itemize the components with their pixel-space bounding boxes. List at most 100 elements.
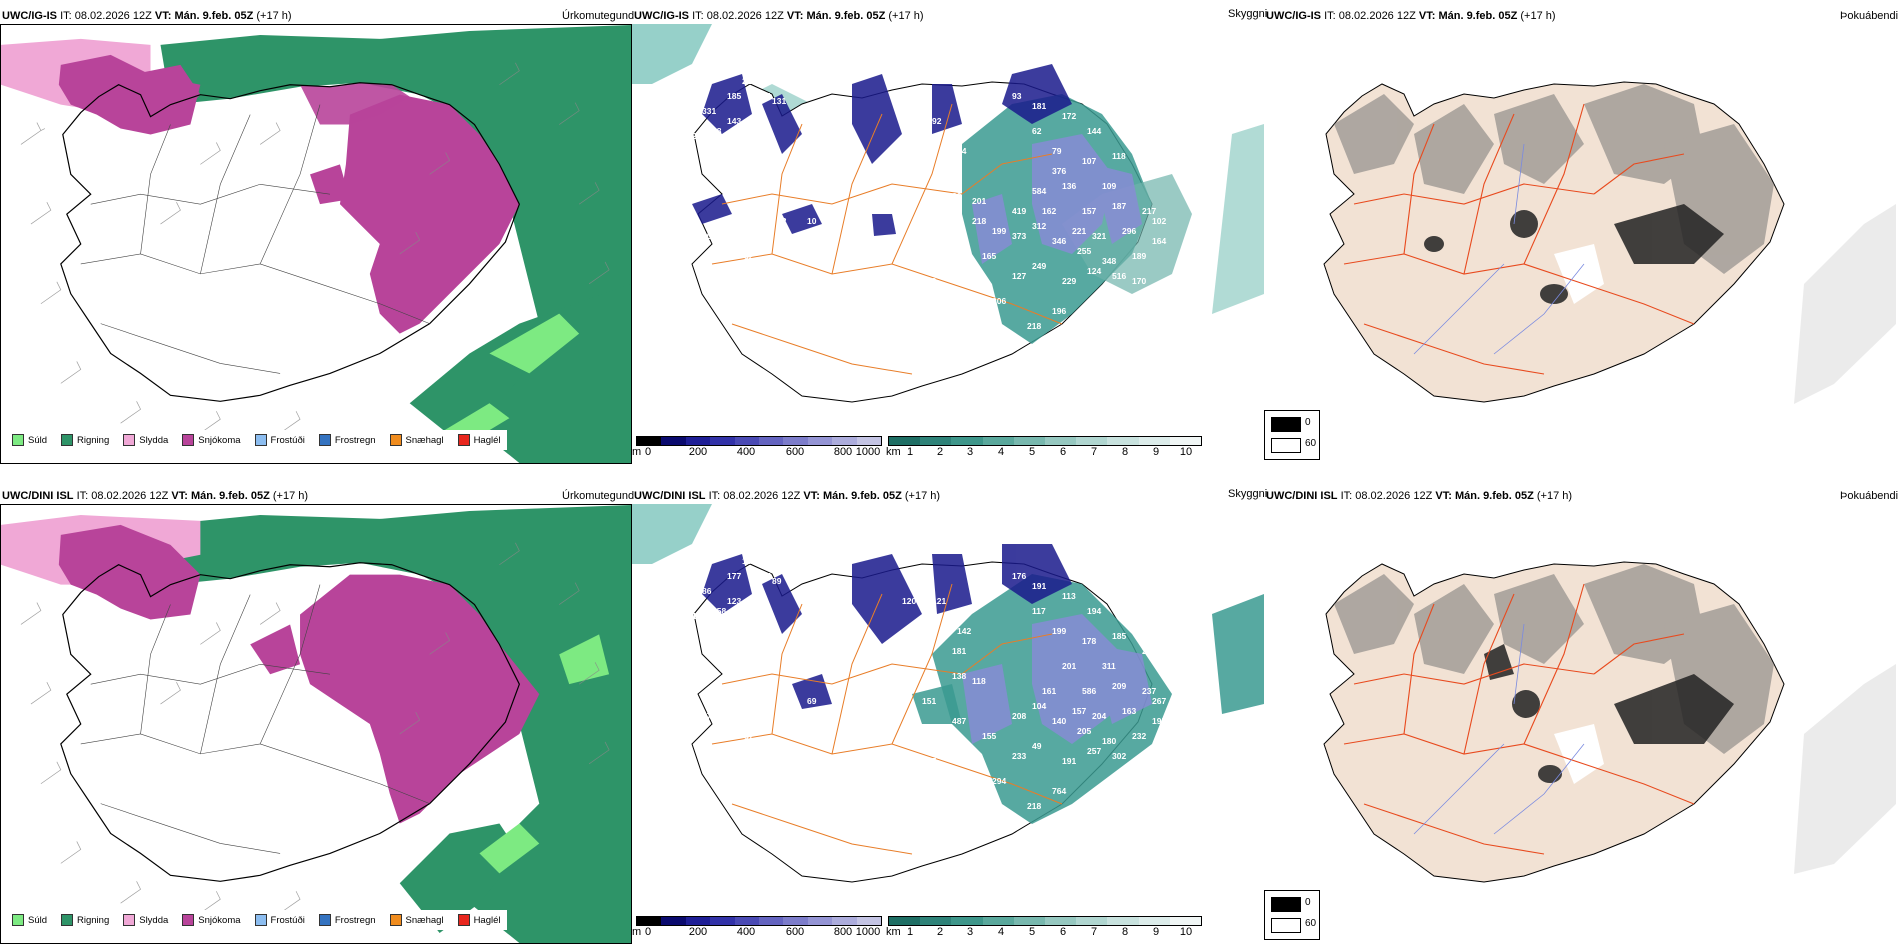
cloud-base-label: 58 — [762, 741, 772, 751]
tick-label: 0 — [644, 446, 652, 458]
cloud-base-label: 229 — [1062, 276, 1076, 286]
cloud-base-label: 163 — [1122, 706, 1136, 716]
cloud-base-label: 209 — [962, 276, 976, 286]
cloud-base-label: 104 — [862, 726, 876, 736]
cloud-base-label: 178 — [1082, 636, 1096, 646]
fog-legend-label: 60 — [1305, 438, 1317, 449]
cloud-base-label: 217 — [1142, 206, 1156, 216]
cloud-base-label: 204 — [1092, 711, 1106, 721]
tick-label: 7 — [1090, 446, 1098, 458]
unit-label: m — [632, 926, 642, 938]
cloud-base-label: 221 — [1072, 226, 1086, 236]
cloud-base-label: 165 — [982, 251, 996, 261]
cloud-base-label: 487 — [952, 716, 966, 726]
fog-swatch — [1271, 438, 1301, 453]
fog-panel-row1: UWC/IG-IS IT: 08.02.2026 12Z VT: Mán. 9.… — [1264, 0, 1900, 466]
tick-label: 600 — [785, 926, 805, 938]
cloud-base-label: 255 — [742, 146, 756, 156]
cloud-base-label: 121 — [932, 596, 946, 606]
panel-title: Úrkomutegund — [562, 490, 635, 502]
cloud-base-label: 376 — [1052, 166, 1066, 176]
cloud-base-label: 102 — [1152, 216, 1166, 226]
cloud-base-label: 249 — [1032, 261, 1046, 271]
tick-label: 9 — [1152, 926, 1160, 938]
tick-label: 2 — [936, 446, 944, 458]
panel-header: UWC/IG-IS IT: 08.02.2026 12Z VT: Mán. 9.… — [1266, 10, 1556, 22]
cloud-base-label: 96 — [922, 216, 932, 226]
tick-label: 1000 — [855, 446, 881, 458]
fog-legend-label: 60 — [1305, 918, 1317, 929]
tick-label: 400 — [736, 926, 756, 938]
cloud-base-label: 185 — [727, 91, 741, 101]
cloud-base-label: 226 — [1132, 756, 1146, 766]
panel-title: Þokuábendi — [1840, 10, 1899, 22]
cloud-base-label: 205 — [1077, 726, 1091, 736]
cloud-base-label: 331 — [702, 106, 716, 116]
fog-legend-label: 0 — [1305, 417, 1311, 428]
legend-swatch — [254, 434, 267, 446]
cloud-base-label: 114 — [757, 91, 771, 101]
panel-title: Skyggni — [1228, 8, 1268, 20]
cloud-base-label: 206 — [992, 296, 1006, 306]
cloud-base-label: 131 — [772, 96, 786, 106]
fog-legend: 0 60 — [1264, 410, 1320, 460]
visibility-map: 162 177 164 89 86 123 258 157 90 52 114 57 87 85 170 82… — [632, 504, 1264, 914]
precip-legend: Súld Rigning Slydda Snjókoma Frostúði Fr… — [6, 430, 507, 450]
tick-label: 5 — [1028, 446, 1036, 458]
cloud-base-label: 54 — [957, 146, 967, 156]
cloud-base-label: 138 — [952, 671, 966, 681]
cloud-base-colorbar — [636, 436, 882, 446]
cloud-base-label: 194 — [1087, 606, 1101, 616]
precip-type-panel-row2: UWC/DINI ISL IT: 08.02.2026 12Z VT: Mán.… — [0, 480, 635, 946]
cloud-base-label: 189 — [1132, 251, 1146, 261]
cloud-base-label: 177 — [902, 116, 916, 126]
cloud-base-label: 311 — [942, 266, 956, 276]
tick-label: 800 — [833, 926, 853, 938]
cloud-base-label: 157 — [1082, 206, 1096, 216]
unit-label: m — [632, 446, 642, 458]
cloud-base-label: 237 — [1142, 686, 1156, 696]
cloud-base-label: 143 — [727, 116, 741, 126]
legend-swatch — [61, 914, 74, 926]
cloud-base-label: 267 — [1152, 696, 1166, 706]
visibility-colorbar — [888, 916, 1202, 926]
legend-swatch — [123, 914, 136, 926]
cloud-base-label: 151 — [922, 696, 936, 706]
cloud-base-label: 89 — [772, 576, 782, 586]
panel-header: UWC/DINI ISL IT: 08.02.2026 12Z VT: Mán.… — [634, 490, 941, 502]
tick-label: 3 — [966, 446, 974, 458]
cloud-base-label: 87 — [744, 731, 754, 741]
cloud-base-label: 177 — [727, 571, 741, 581]
cloud-base-label: 52 — [772, 636, 782, 646]
cloud-base-label: 79 — [1052, 146, 1062, 156]
panel-header: UWC/IG-IS IT: 08.02.2026 12Z VT: Mán. 9.… — [2, 10, 292, 22]
tick-label: 8 — [1121, 446, 1129, 458]
legend-swatch — [12, 434, 24, 446]
panel-header: UWC/DINI ISL IT: 08.02.2026 12Z VT: Mán.… — [2, 490, 309, 502]
cloud-base-label: 586 — [1082, 686, 1096, 696]
cloud-base-label: 302 — [1112, 751, 1126, 761]
panel-title: Þokuábendi — [1840, 490, 1899, 502]
cloud-base-label: 187 — [1112, 201, 1126, 211]
legend-item: Frostúði — [254, 914, 305, 926]
cloud-base-label: 136 — [1062, 181, 1076, 191]
fog-swatch — [1271, 417, 1301, 432]
cloud-base-label: 201 — [1062, 661, 1076, 671]
cloud-base-label: 114 — [787, 666, 801, 676]
legend-swatch — [389, 914, 402, 926]
cloud-base-label: 296 — [1122, 226, 1136, 236]
legend-item: Súld — [12, 914, 47, 926]
cloud-base-label: 195 — [1152, 716, 1166, 726]
legend-item: Haglél — [457, 914, 501, 926]
tick-label: 10 — [1179, 446, 1193, 458]
legend-item: Frostúði — [254, 434, 305, 446]
cloud-base-label: 140 — [982, 106, 996, 116]
cloud-base-label: 57 — [777, 696, 787, 706]
legend-item: Slydda — [123, 434, 168, 446]
cloud-base-label: 346 — [1052, 236, 1066, 246]
cloud-base-label: 90 — [742, 626, 752, 636]
cloud-base-label: 199 — [992, 226, 1006, 236]
legend-swatch — [12, 914, 24, 926]
fog-legend-label: 0 — [1305, 897, 1311, 908]
unit-label: km — [886, 446, 901, 458]
